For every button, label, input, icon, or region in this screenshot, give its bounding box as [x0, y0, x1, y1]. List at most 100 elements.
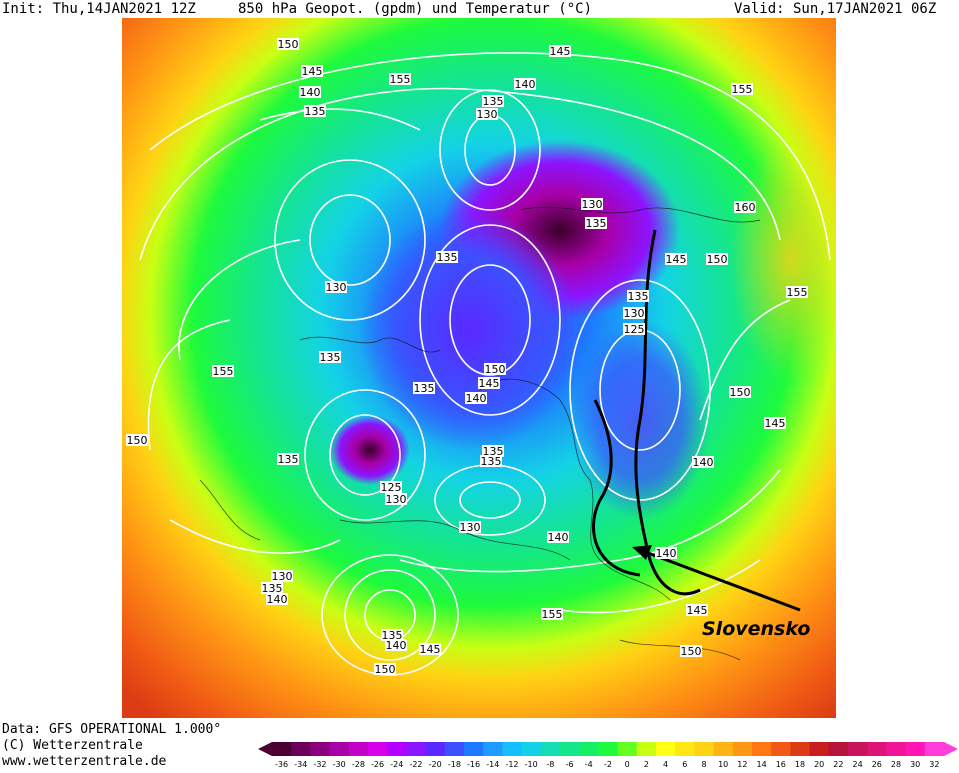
- colorbar-swatch: [924, 742, 945, 756]
- colorbar-tick-label: -14: [486, 760, 499, 769]
- contour-label: 145: [666, 253, 687, 266]
- colorbar-swatch: [694, 742, 715, 756]
- contour-label: 135: [483, 95, 504, 108]
- contour-label: 145: [550, 45, 571, 58]
- colorbar-swatch: [732, 742, 753, 756]
- contour-label-box: [484, 363, 506, 375]
- contour-label: 135: [483, 445, 504, 458]
- colorbar-swatch: [598, 742, 619, 756]
- annotation-arrow: [639, 548, 801, 612]
- colorbar-tick-label: 4: [663, 760, 668, 769]
- contour-label-box: [374, 663, 396, 675]
- contour-label-box: [465, 392, 487, 404]
- contour-label-box: [729, 386, 751, 398]
- colorbar-swatch: [387, 742, 407, 756]
- colorbar-tick-label: -20: [429, 760, 442, 769]
- contour-label-box: [547, 531, 569, 543]
- contour-label-box: [482, 95, 504, 107]
- weather-map: 150 145 140 135 155 140 145 155 135 130 130 135 160 1…: [122, 18, 836, 718]
- contour-label: 150: [730, 386, 751, 399]
- contour-label: 155: [390, 73, 411, 86]
- cold-region-central: [360, 210, 580, 450]
- contour-label: 135: [586, 217, 607, 230]
- contour-label-box: [585, 217, 607, 229]
- contour-label: 155: [213, 365, 234, 378]
- colorbar-tick-label: 8: [701, 760, 706, 769]
- contour-label-box: [380, 481, 402, 493]
- contour-label: 135: [628, 290, 649, 303]
- contour-label-box: [476, 108, 498, 120]
- colorbar-tick-label: -18: [448, 760, 461, 769]
- colorbar-tick-label: 22: [833, 760, 843, 769]
- colorbar-swatch: [713, 742, 734, 756]
- colorbar-swatch: [579, 742, 599, 756]
- colorbar-tick-label: -2: [604, 760, 612, 769]
- contour-label: 160: [735, 201, 756, 214]
- contour-label: 150: [278, 38, 299, 51]
- footer-line-data: Data: GFS OPERATIONAL 1.000°: [2, 722, 222, 737]
- contour-label-box: [419, 643, 441, 655]
- colorbar-tick-label: 26: [872, 760, 882, 769]
- colorbar-tick-label: 24: [853, 760, 863, 769]
- valid-time: Valid: Sun,17JAN2021 06Z: [734, 1, 937, 17]
- colorbar-swatch: [675, 742, 695, 756]
- contour-label: 140: [267, 593, 288, 606]
- contour-label: 135: [262, 582, 283, 595]
- contour-label-box: [277, 38, 299, 50]
- data-credit: Data: GFS OPERATIONAL 1.000° (C) Wetterz…: [2, 722, 221, 770]
- contour-label-box: [764, 417, 786, 429]
- colorbar-tick-label: 12: [737, 760, 747, 769]
- colorbar-swatch: [656, 742, 676, 756]
- colorbar-left-arrow: [258, 742, 272, 756]
- contour-label-box: [325, 281, 347, 293]
- colorbar-tick-label: 18: [795, 760, 805, 769]
- colorbar-tick-label: -28: [352, 760, 365, 769]
- contour-label-box: [514, 78, 536, 90]
- contour-label: 155: [787, 286, 808, 299]
- contour-label-box: [126, 434, 148, 446]
- colorbar-swatch: [617, 742, 638, 756]
- colorbar-swatch: [790, 742, 811, 756]
- footer-line-copyright: (C) Wetterzentrale: [2, 738, 143, 753]
- contour-label-box: [549, 45, 571, 57]
- colorbar-tick-label: 28: [891, 760, 901, 769]
- contour-label-box: [304, 105, 326, 117]
- colorbar-swatch: [771, 742, 791, 756]
- chart-header: Init: Thu,14JAN2021 12Z 850 hPa Geopot. …: [0, 0, 959, 18]
- contour-label: 145: [765, 417, 786, 430]
- contour-label-box: [271, 570, 293, 582]
- contour-label-box: [301, 65, 323, 77]
- contour-label-box: [261, 582, 283, 594]
- contour-label: 130: [386, 493, 407, 506]
- colorbar-swatch: [406, 742, 427, 756]
- init-time: Init: Thu,14JAN2021 12Z: [2, 1, 196, 17]
- colorbar-swatch: [291, 742, 311, 756]
- colorbar-swatch: [540, 742, 561, 756]
- contour-label: 145: [479, 377, 500, 390]
- colorbar-swatch: [521, 742, 542, 756]
- contour-label: 150: [707, 253, 728, 266]
- contour-label: 125: [381, 481, 402, 494]
- colorbar-tick-label: -34: [294, 760, 307, 769]
- colorbar-swatch: [867, 742, 887, 756]
- contour-label-box: [299, 86, 321, 98]
- colorbar-tick-label: 2: [644, 760, 649, 769]
- contour-label: 155: [542, 608, 563, 621]
- colorbar-swatch: [368, 742, 388, 756]
- contour-label: 155: [732, 83, 753, 96]
- contour-label: 140: [515, 78, 536, 91]
- colorbar-swatch: [483, 742, 503, 756]
- colorbar-tick-label: 14: [757, 760, 767, 769]
- contour-label: 130: [624, 307, 645, 320]
- colorbar-tick-label: 16: [776, 760, 786, 769]
- contour-label: 130: [582, 198, 603, 211]
- contour-label: 140: [548, 531, 569, 544]
- colorbar-tick-label: -10: [525, 760, 538, 769]
- contour-label: 150: [681, 645, 702, 658]
- map-title: 850 hPa Geopot. (gpdm) und Temperatur (°…: [238, 1, 593, 17]
- contour-label-box: [786, 286, 808, 298]
- colorbar-swatch: [444, 742, 465, 756]
- colorbar-right-arrow: [944, 742, 958, 756]
- outflow-arrows: [592, 229, 701, 596]
- colorbar-tick-label: 10: [718, 760, 728, 769]
